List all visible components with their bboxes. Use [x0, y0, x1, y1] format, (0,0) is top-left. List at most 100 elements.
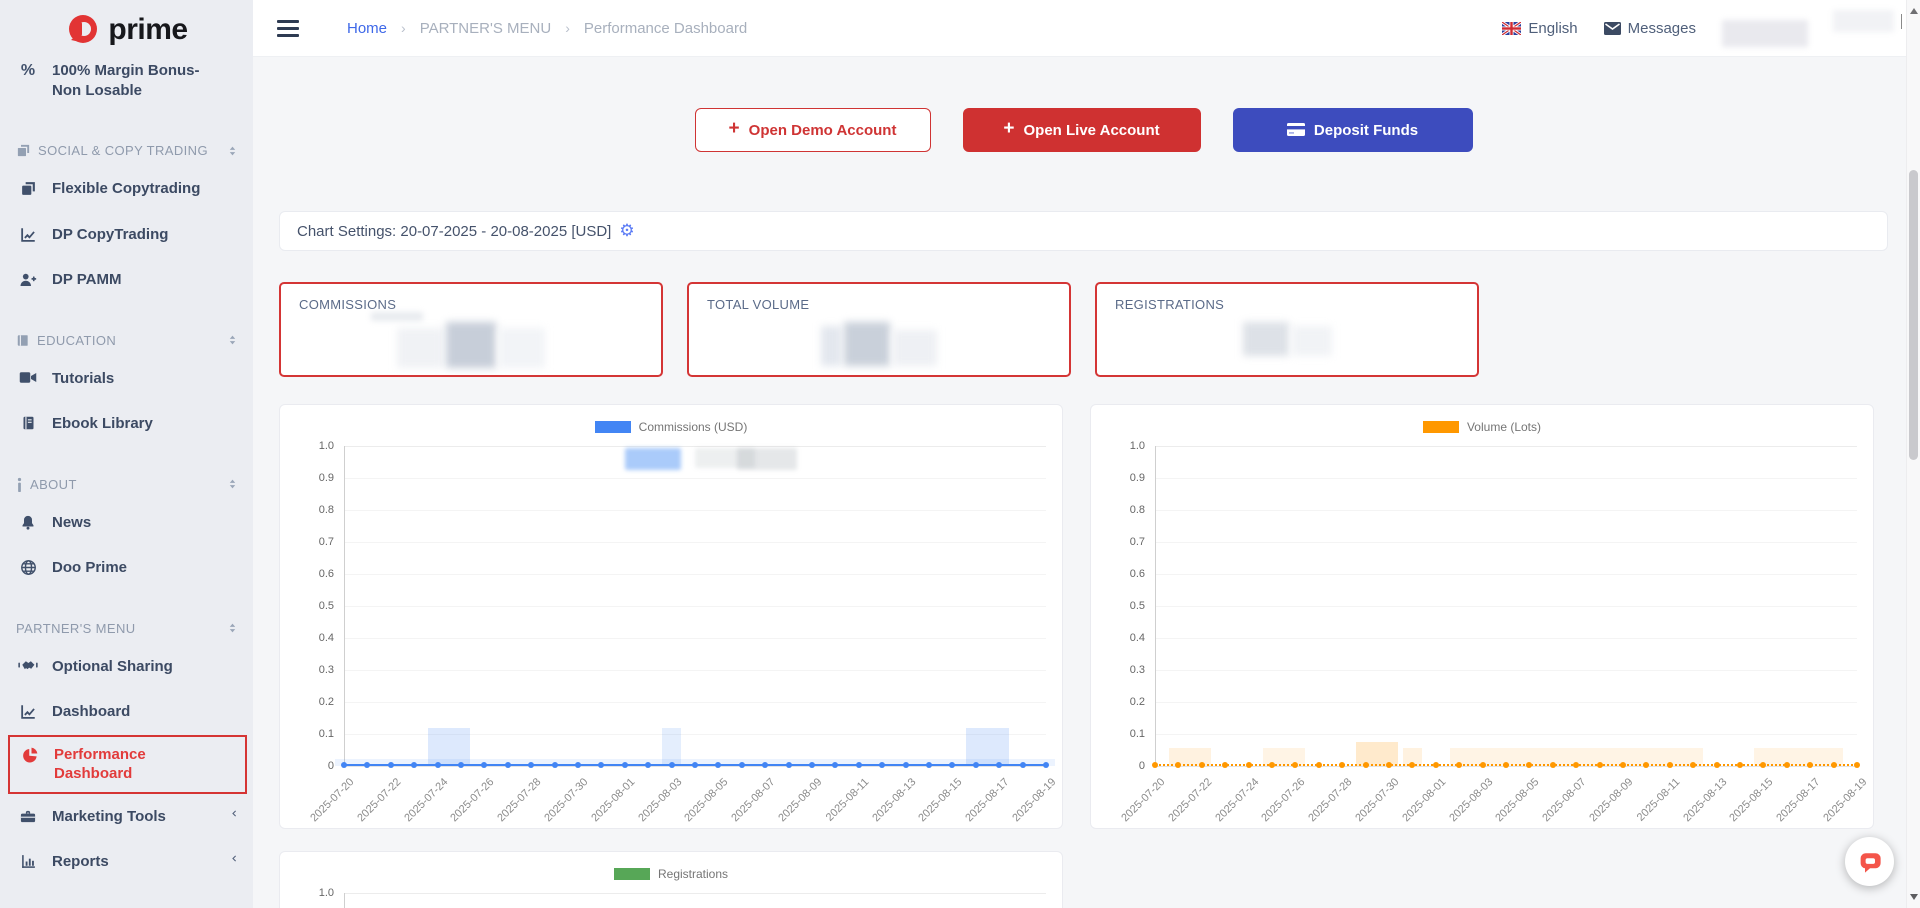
data-point	[1456, 762, 1463, 768]
sidebar-section-about: ABOUT	[0, 467, 253, 500]
x-axis-tick-label: 2025-07-30	[542, 776, 591, 825]
stat-card-commissions: COMMISSIONS	[279, 282, 663, 377]
sort-updown-icon[interactable]	[226, 144, 239, 158]
chevron-left-icon	[230, 852, 239, 865]
redacted-bar	[662, 727, 681, 766]
section-label: PARTNER'S MENU	[16, 620, 136, 636]
data-point	[598, 762, 605, 768]
chart-settings-bar: Chart Settings: 20-07-2025 - 20-08-2025 …	[279, 211, 1888, 251]
sort-updown-icon[interactable]	[226, 621, 239, 635]
sidebar-item-label: DP PAMM	[52, 271, 122, 288]
sidebar-item-label: Marketing Tools	[52, 807, 166, 825]
sidebar-item-doo-prime[interactable]: Doo Prime	[0, 545, 253, 591]
credit-card-icon	[1286, 123, 1305, 137]
data-point	[1737, 762, 1743, 768]
redacted-username-block	[1722, 20, 1808, 47]
redacted-value	[1097, 322, 1477, 356]
redacted-bar	[1449, 748, 1703, 766]
gear-icon[interactable]: ⚙	[619, 221, 635, 241]
breadcrumb-performance-dashboard: Performance Dashboard	[583, 19, 748, 37]
open-live-account-button[interactable]: + Open Live Account	[962, 108, 1201, 152]
sidebar-item-performance-dashboard[interactable]: Performance Dashboard	[8, 734, 247, 794]
language-selector[interactable]: English	[1502, 20, 1578, 37]
breadcrumb-separator: ›	[565, 20, 570, 36]
sort-updown-icon[interactable]	[226, 477, 239, 491]
x-axis-tick-label: 2025-08-11	[823, 776, 872, 824]
y-axis-tick-label: 0.9	[318, 472, 334, 484]
sidebar-item-label: DP CopyTrading	[52, 225, 169, 243]
data-point	[1666, 762, 1673, 768]
redacted-bar	[1754, 748, 1843, 766]
sidebar-item-marketing-tools[interactable]: Marketing Tools	[0, 794, 253, 840]
sidebar-item-reports[interactable]: Reports	[0, 839, 253, 885]
vertical-scrollbar[interactable]	[1906, 0, 1920, 908]
x-axis-tick-label: 2025-08-17	[1774, 776, 1823, 825]
x-axis-tick-label: 2025-08-15	[916, 776, 965, 825]
data-point	[1339, 762, 1346, 768]
x-axis-tick-label: 2025-08-05	[1493, 776, 1542, 825]
x-axis-tick-label: 2025-08-19	[1010, 776, 1059, 825]
y-axis-tick-label: 0.5	[1129, 600, 1145, 612]
sidebar-item-dashboard[interactable]: Dashboard	[0, 689, 253, 735]
data-point	[1362, 762, 1369, 768]
sidebar-item-label: Ebook Library	[52, 415, 153, 432]
percent-icon: %	[20, 62, 36, 79]
scroll-down-arrow-icon[interactable]	[1910, 894, 1918, 900]
logo-text: prime	[108, 13, 188, 46]
data-point	[949, 762, 956, 768]
handshake-icon	[16, 658, 40, 673]
section-label: ABOUT	[30, 476, 77, 492]
sort-updown-icon[interactable]	[226, 333, 239, 347]
x-axis-tick-label: 2025-08-05	[682, 776, 731, 825]
sidebar-item-label: Performance Dashboard	[54, 745, 146, 783]
x-axis-tick-label: 2025-07-26	[448, 776, 497, 825]
data-point	[481, 762, 488, 768]
redacted-account-block	[1833, 10, 1894, 32]
chart-card-commissions: Commissions (USD) 1.0 0.9 0.8 0.7 0.6 0.5 0.4 0.…	[279, 404, 1063, 829]
scroll-up-arrow-icon[interactable]	[1910, 8, 1918, 14]
open-demo-account-button[interactable]: + Open Demo Account	[694, 108, 931, 152]
chart-legend: Volume (Lots)	[1091, 420, 1873, 434]
y-axis-tick-label: 0.9	[1129, 472, 1145, 484]
redacted-value	[281, 322, 661, 368]
data-point	[738, 762, 745, 768]
y-axis-tick-label: 0.3	[1129, 664, 1145, 676]
messages-button[interactable]: Messages	[1603, 20, 1696, 37]
topbar-divider	[1901, 14, 1902, 29]
x-axis-tick-label: 2025-07-30	[1353, 776, 1402, 825]
x-axis-tick-label: 2025-08-03	[1446, 776, 1496, 825]
chart-settings-label: Chart Settings: 20-07-2025 - 20-08-2025 …	[297, 222, 612, 240]
data-point	[715, 762, 722, 768]
sidebar-item-tutorials[interactable]: Tutorials	[0, 356, 253, 402]
live-chat-button[interactable]	[1845, 837, 1894, 886]
scrollbar-thumb[interactable]	[1909, 170, 1918, 460]
sidebar-item-ebook-library[interactable]: Ebook Library	[0, 401, 253, 447]
sidebar-item-100-margin-bonus-non-losable[interactable]: % 100% Margin Bonus- Non Losable	[0, 60, 253, 113]
sidebar-item-news[interactable]: News	[0, 500, 253, 546]
data-point	[434, 762, 441, 768]
y-axis-tick-label: 0.7	[318, 536, 334, 548]
data-point	[387, 762, 394, 768]
user-account-redacted[interactable]	[1722, 6, 1902, 50]
sidebar-item-flexible-copytrading[interactable]: Flexible Copytrading	[0, 166, 253, 212]
hamburger-menu-icon[interactable]	[277, 19, 299, 37]
chevron-left-icon	[230, 807, 239, 820]
x-axis-tick-label: 2025-08-13	[1680, 776, 1730, 825]
data-point	[411, 762, 418, 768]
y-axis-tick-label: 0.4	[1129, 632, 1145, 644]
sidebar-item-optional-sharing[interactable]: Optional Sharing	[0, 644, 253, 690]
data-point	[1713, 762, 1720, 768]
data-point	[1690, 762, 1697, 768]
redacted-blob	[624, 448, 681, 470]
sidebar-item-dp-pamm[interactable]: DP PAMM	[0, 257, 253, 303]
x-axis-tick-label: 2025-08-13	[869, 776, 919, 825]
app-logo[interactable]: prime	[0, 0, 253, 60]
deposit-funds-button[interactable]: Deposit Funds	[1232, 108, 1473, 152]
sidebar-item-dp-copytrading[interactable]: DP CopyTrading	[0, 212, 253, 258]
data-point	[1830, 762, 1837, 768]
envelope-icon	[1603, 21, 1621, 35]
breadcrumb-home[interactable]: Home	[347, 19, 388, 37]
chart-legend: Commissions (USD)	[280, 420, 1062, 434]
y-axis-tick-label: 0.6	[318, 568, 334, 580]
info-icon	[16, 477, 23, 492]
